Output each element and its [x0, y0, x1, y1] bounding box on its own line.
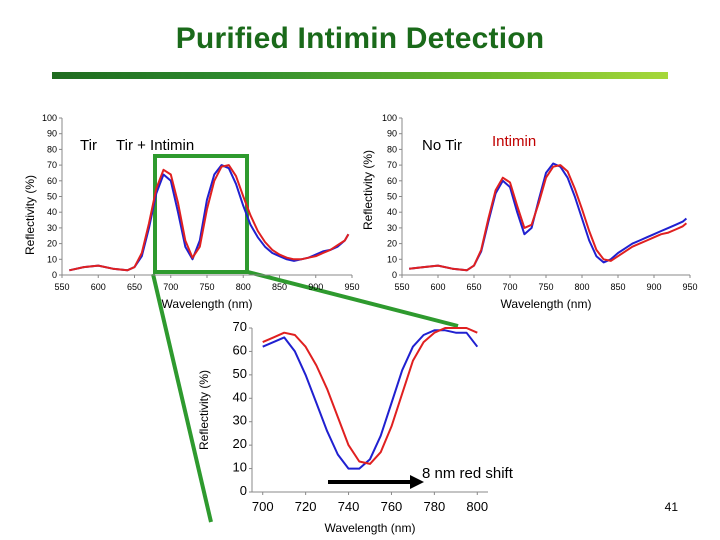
left-legend-label: Tir + Intimin [116, 137, 194, 154]
inset-series-b-line [262, 327, 478, 465]
left-x-tick-label: 750 [199, 282, 214, 292]
inset-y-tick-label: 30 [233, 413, 247, 428]
page-title: Purified Intimin Detection [175, 22, 545, 55]
left-x-tick-label: 800 [236, 282, 251, 292]
right-x-tick-label: 600 [430, 282, 445, 292]
right-y-tick-label: 40 [387, 207, 397, 217]
left-y-tick-label: 10 [47, 254, 57, 264]
right-legend-label: Intimin [492, 133, 536, 150]
right-y-tick-label: 0 [392, 270, 397, 280]
left-x-tick-label: 600 [91, 282, 106, 292]
left-y-tick-label: 50 [47, 192, 57, 202]
left-series-a-line [69, 164, 350, 272]
inset-x-tick-label: 760 [381, 499, 403, 514]
inset-y-tick-label: 0 [240, 483, 247, 498]
inset-series-a-line [262, 329, 479, 470]
left-series-b-line [69, 164, 350, 272]
right-y-tick-label: 20 [387, 239, 397, 249]
right-x-tick-label: 950 [682, 282, 697, 292]
right-x-tick-label: 700 [502, 282, 517, 292]
inset-y-tick-label: 20 [233, 436, 247, 451]
left-x-tick-label: 650 [127, 282, 142, 292]
right-x-tick-label: 850 [610, 282, 625, 292]
right-y-tick-label: 30 [387, 223, 397, 233]
right-x-tick-label: 650 [466, 282, 481, 292]
right-x-axis-label: Wavelength (nm) [501, 297, 592, 311]
left-y-tick-label: 90 [47, 129, 57, 139]
red-shift-arrowhead [410, 475, 424, 489]
right-x-tick-label: 550 [394, 282, 409, 292]
right-x-tick-label: 750 [538, 282, 553, 292]
inset-x-tick-label: 700 [252, 499, 274, 514]
left-y-tick-label: 30 [47, 223, 57, 233]
right-y-tick-label: 70 [387, 160, 397, 170]
right-x-tick-label: 900 [646, 282, 661, 292]
left-y-axis-label: Reflectivity (%) [23, 175, 37, 255]
left-y-tick-label: 70 [47, 160, 57, 170]
right-series-b-line [409, 164, 688, 272]
left-x-tick-label: 850 [272, 282, 287, 292]
left-y-tick-label: 80 [47, 144, 57, 154]
left-x-tick-label: 900 [308, 282, 323, 292]
inset-y-tick-label: 10 [233, 460, 247, 475]
left-y-tick-label: 40 [47, 207, 57, 217]
left-x-tick-label: 700 [163, 282, 178, 292]
right-y-tick-label: 90 [387, 129, 397, 139]
inset-x-tick-label: 800 [466, 499, 488, 514]
left-y-tick-label: 0 [52, 270, 57, 280]
inset-y-tick-label: 50 [233, 366, 247, 381]
right-series-a-line [409, 162, 688, 272]
left-y-tick-label: 60 [47, 176, 57, 186]
inset-y-tick-label: 40 [233, 389, 247, 404]
right-legend-label: No Tir [422, 137, 462, 154]
inset-x-tick-label: 740 [338, 499, 360, 514]
left-chart: 0 10 20 30 40 50 60 70 80 90 100 550 600 650 700 750 800… [23, 113, 360, 311]
inset-x-tick-label: 720 [295, 499, 317, 514]
left-y-tick-label: 100 [42, 113, 57, 123]
inset-y-axis-label: Reflectivity (%) [197, 370, 211, 450]
zoom-connector-right [247, 270, 459, 328]
right-y-tick-label: 60 [387, 176, 397, 186]
right-x-tick-label: 800 [574, 282, 589, 292]
inset-chart: 0 10 20 30 40 50 60 70 700 720 740 760 780 800 Wavelen… [197, 319, 488, 535]
left-y-tick-label: 20 [47, 239, 57, 249]
inset-y-tick-label: 70 [233, 319, 247, 334]
left-legend-label: Tir [80, 137, 97, 154]
right-y-tick-label: 100 [382, 113, 397, 123]
inset-x-tick-label: 780 [424, 499, 446, 514]
zoom-connector-left [151, 273, 213, 523]
red-shift-label: 8 nm red shift [422, 465, 514, 482]
left-x-tick-label: 950 [344, 282, 359, 292]
inset-x-axis-label: Wavelength (nm) [325, 521, 416, 535]
title-rule [52, 72, 668, 79]
left-x-tick-label: 550 [54, 282, 69, 292]
left-x-axis-label: Wavelength (nm) [162, 297, 253, 311]
right-chart: 0 10 20 30 40 50 60 70 80 90 100 550 600 650 700 750 800… [361, 113, 698, 311]
page-number: 41 [664, 500, 678, 514]
right-y-tick-label: 50 [387, 192, 397, 202]
right-y-tick-label: 80 [387, 144, 397, 154]
right-y-axis-label: Reflectivity (%) [361, 150, 375, 230]
inset-y-tick-label: 60 [233, 342, 247, 357]
right-y-tick-label: 10 [387, 254, 397, 264]
